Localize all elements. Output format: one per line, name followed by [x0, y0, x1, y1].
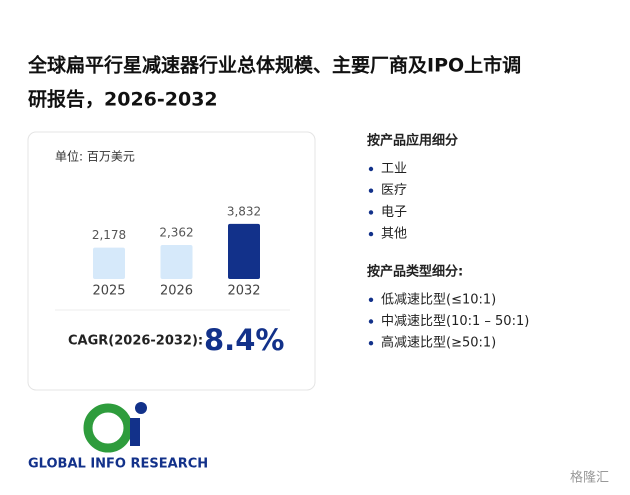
bar: [160, 244, 193, 279]
bar: [93, 247, 125, 279]
logo: [83, 402, 147, 453]
logo-mark: [135, 402, 147, 414]
category-label: 2032: [227, 284, 260, 299]
bullet: [368, 231, 374, 237]
segment-item: 高减速比型(≥50:1): [381, 335, 496, 351]
bullet: [368, 341, 374, 346]
segment-heading: 按产品应用细分: [367, 133, 458, 149]
bullet: [368, 210, 374, 215]
segment-heading: 按产品类型细分:: [367, 263, 463, 279]
unit-label: 单位: 百万美元: [55, 149, 135, 164]
value-label: 2,178: [92, 228, 126, 242]
cagr-label: CAGR(2026-2032):: [68, 334, 203, 349]
bullet: [368, 188, 374, 193]
logo-mark: [130, 418, 140, 446]
bullet: [368, 319, 374, 324]
category-label: 2025: [92, 284, 125, 299]
logo-mark: [83, 403, 133, 453]
segment-item: 工业: [381, 162, 407, 177]
title-line: 全球扁平行星减速器行业总体规模、主要厂商及IPO上市调: [27, 54, 521, 77]
value-label: 2,362: [159, 225, 193, 239]
segment-item: 其他: [381, 227, 407, 242]
segment-item: 中减速比型(10:1 – 50:1): [381, 314, 529, 329]
value-label: 3,832: [227, 204, 261, 218]
cagr-value: 8.4%: [204, 323, 284, 357]
segment-item: 医疗: [381, 183, 407, 198]
category-label: 2026: [160, 284, 193, 299]
bullet: [368, 166, 374, 172]
logo-text: GLOBAL INFO RESEARCH: [28, 457, 208, 472]
bar: [228, 223, 260, 279]
title-line: 研报告，2026-2032: [28, 88, 218, 111]
watermark: 格隆汇: [570, 470, 609, 486]
segment-item: 低减速比型(≤10:1): [381, 292, 496, 307]
segment-item: 电子: [381, 205, 407, 220]
bullet: [368, 297, 374, 302]
